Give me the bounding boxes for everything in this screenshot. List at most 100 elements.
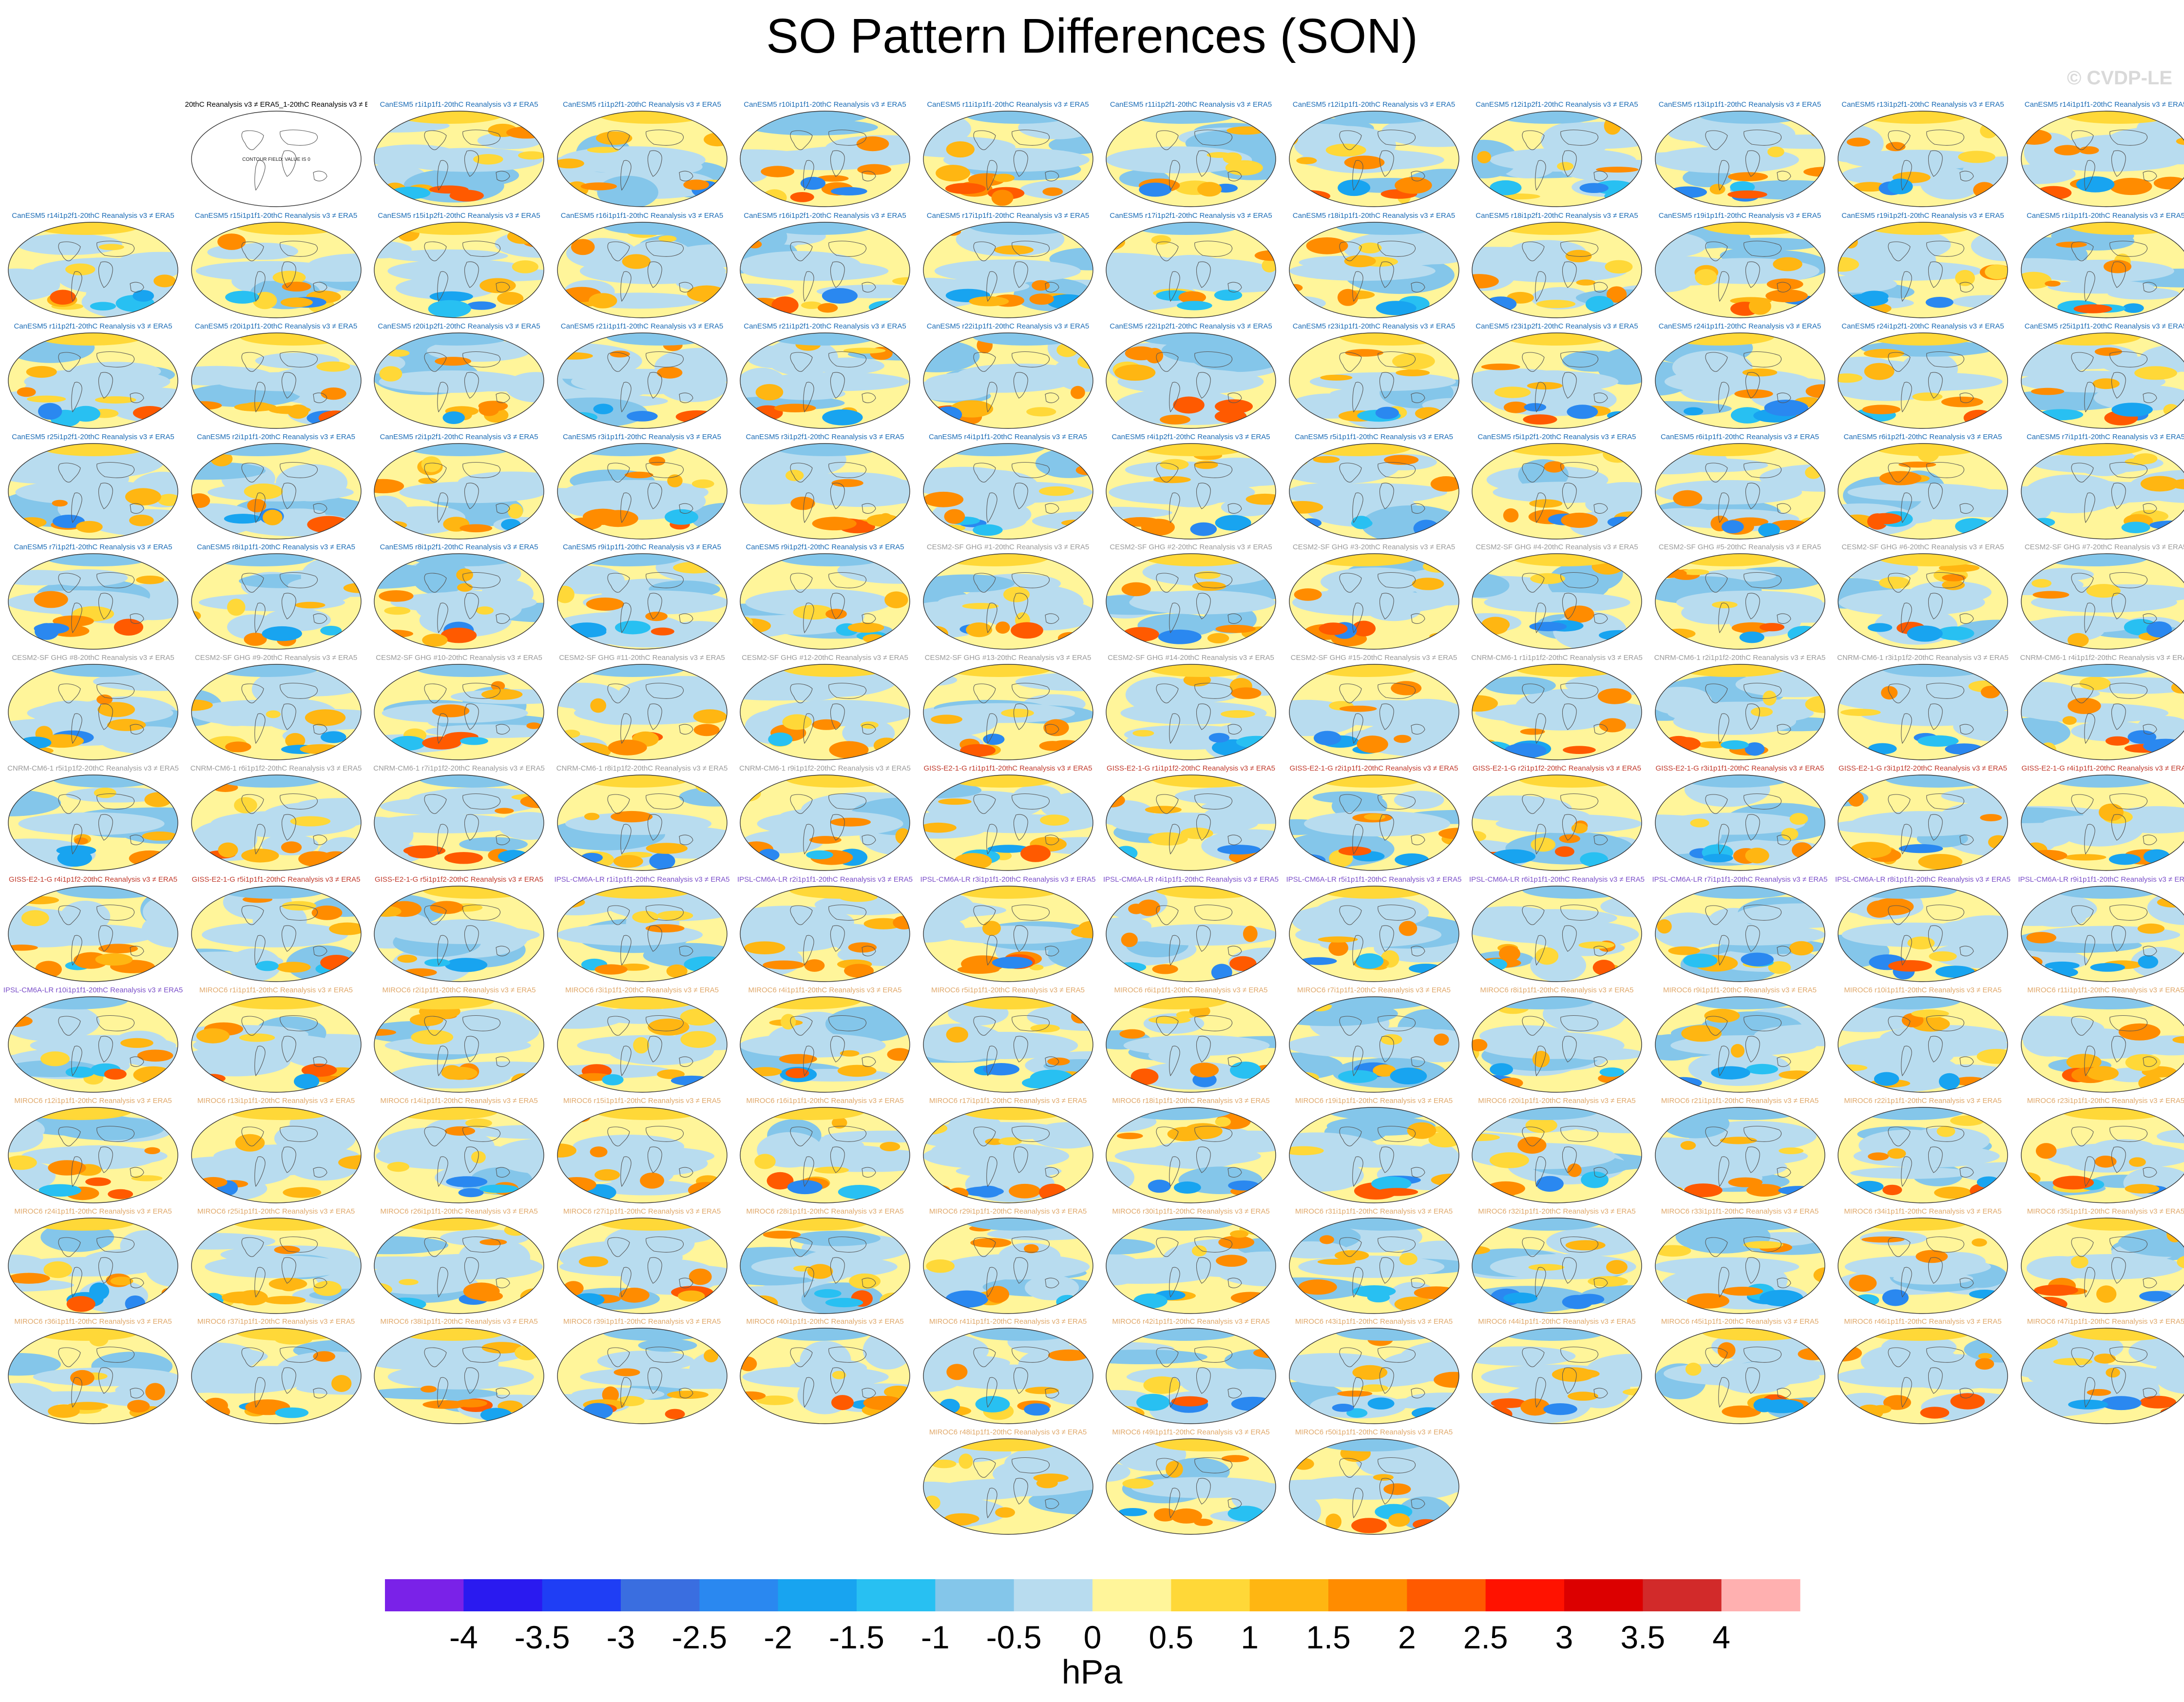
anomaly-region <box>606 333 713 346</box>
continent-outline <box>462 462 500 478</box>
map-border <box>2020 332 2184 429</box>
continent-outline <box>1743 572 1782 588</box>
panel-label: MIROC6 r24i1p1f1-20thC Reanalysis v3 ≠ E… <box>14 1207 172 1216</box>
continent-outline <box>1227 724 1242 735</box>
map-border <box>1288 996 1459 1093</box>
continent-outline <box>1535 713 1546 744</box>
continent-outline <box>1562 703 1577 730</box>
continent-outline <box>1011 1015 1050 1031</box>
anomaly-region <box>656 367 682 379</box>
continent-outline <box>986 824 997 855</box>
map-panel: IPSL-CM6A-LR r1i1p1f1-20thC Reanalysis v… <box>551 875 733 985</box>
continent-outline <box>1705 683 1728 703</box>
map-panel: CanESM5 r17i1p1f1-20thC Reanalysis v3 ≠ … <box>917 212 1099 321</box>
anomaly-region <box>37 333 144 346</box>
anomaly-region <box>1323 997 1431 1009</box>
map-border <box>1654 443 1825 540</box>
anomaly-region <box>424 959 450 967</box>
continent-outline <box>678 1056 693 1067</box>
anomaly-region <box>1503 401 1529 413</box>
anomaly-region <box>280 297 313 308</box>
anomaly-region <box>479 278 516 293</box>
map-border <box>1654 553 1825 650</box>
continent-outline <box>424 1016 447 1036</box>
anomaly-region <box>1158 629 1202 644</box>
anomaly-region <box>1661 1146 1808 1166</box>
anomaly-region <box>1335 222 1443 235</box>
map-border <box>374 443 544 540</box>
continent-outline <box>1535 602 1546 634</box>
continent-outline <box>1227 282 1242 292</box>
anomaly-region <box>1148 1016 1191 1024</box>
anomaly-region <box>1877 554 1985 566</box>
world-map <box>8 996 178 1093</box>
anomaly-region <box>52 500 68 507</box>
map-border <box>740 443 910 540</box>
map-border <box>556 222 728 318</box>
continent-outline <box>1745 814 1760 841</box>
continent-outline <box>828 572 866 588</box>
anomaly-region <box>120 1038 153 1048</box>
continent-outline <box>645 683 684 699</box>
anomaly-region <box>1759 623 1784 632</box>
map-border <box>1654 664 1825 760</box>
map-border <box>1654 774 1825 871</box>
continent-outline <box>1522 463 1545 483</box>
anomaly-region <box>1130 1068 1159 1085</box>
map-border <box>1654 111 1825 207</box>
continent-outline <box>2070 352 2094 372</box>
anomaly-region <box>1145 806 1182 814</box>
continent-outline <box>1156 1126 1179 1146</box>
anomaly-region <box>2103 260 2131 273</box>
continent-outline <box>1888 241 1911 261</box>
continent-outline <box>130 613 144 624</box>
map-panel: CanESM5 r24i1p2f1-20thC Reanalysis v3 ≠ … <box>1832 322 2014 431</box>
continent-outline <box>2142 946 2157 956</box>
continent-outline <box>437 935 448 966</box>
map-border <box>1472 774 1642 871</box>
anomaly-region <box>192 1033 339 1058</box>
anomaly-region <box>763 960 805 969</box>
anomaly-region <box>396 148 543 172</box>
continent-outline <box>1888 352 1911 372</box>
continent-outline <box>424 463 447 483</box>
panel-label: CESM2-SF GHG #8-20thC Reanalysis v3 ≠ ER… <box>12 654 174 662</box>
anomaly-region <box>763 372 909 391</box>
panel-label: CanESM5 r21i1p2f1-20thC Reanalysis v3 ≠ … <box>744 322 906 330</box>
anomaly-region <box>40 444 148 456</box>
anomaly-region <box>2125 1054 2161 1071</box>
continent-outline <box>281 150 296 177</box>
panel-label: CanESM5 r2i1p2f1-20thC Reanalysis v3 ≠ E… <box>380 433 538 441</box>
anomaly-region <box>2064 854 2106 861</box>
continent-outline <box>1901 492 1912 523</box>
continent-outline <box>496 392 510 403</box>
anomaly-region <box>460 737 488 745</box>
map-panel: CanESM5 r3i1p1f1-20thC Reanalysis v3 ≠ E… <box>551 433 733 542</box>
anomaly-region <box>632 1037 649 1054</box>
anomaly-region <box>387 1161 410 1172</box>
anomaly-region <box>1530 573 1566 584</box>
world-map <box>922 1107 1093 1203</box>
continent-outline <box>790 573 813 593</box>
panel-label: CanESM5 r1i1p2f1-20thC Reanalysis v3 ≠ E… <box>14 322 172 330</box>
panel-label: CESM2-SF GHG #7-20thC Reanalysis v3 ≠ ER… <box>2024 543 2184 551</box>
panel-label: CanESM5 r18i1p2f1-20thC Reanalysis v3 ≠ … <box>1475 212 1638 220</box>
continent-outline <box>1718 492 1729 523</box>
map-panel: MIROC6 r12i1p1f1-20thC Reanalysis v3 ≠ E… <box>2 1097 184 1206</box>
map-border <box>1472 664 1642 760</box>
anomaly-region <box>403 845 446 856</box>
continent-outline <box>1926 130 1964 146</box>
continent-outline <box>437 602 448 634</box>
anomaly-region <box>1043 719 1069 736</box>
anomaly-region <box>1729 181 1755 193</box>
anomaly-region <box>1720 1137 1757 1144</box>
map-panel: MIROC6 r7i1p1f1-20thC Reanalysis v3 ≠ ER… <box>1283 986 1465 1095</box>
continent-outline <box>1535 492 1546 523</box>
world-map <box>1288 222 1459 318</box>
continent-outline <box>1718 1156 1729 1187</box>
anomaly-region <box>1564 605 1594 623</box>
map-border <box>556 1107 728 1203</box>
anomaly-region <box>1503 333 1610 346</box>
anomaly-region <box>393 926 540 944</box>
continent-outline <box>1169 1045 1180 1077</box>
